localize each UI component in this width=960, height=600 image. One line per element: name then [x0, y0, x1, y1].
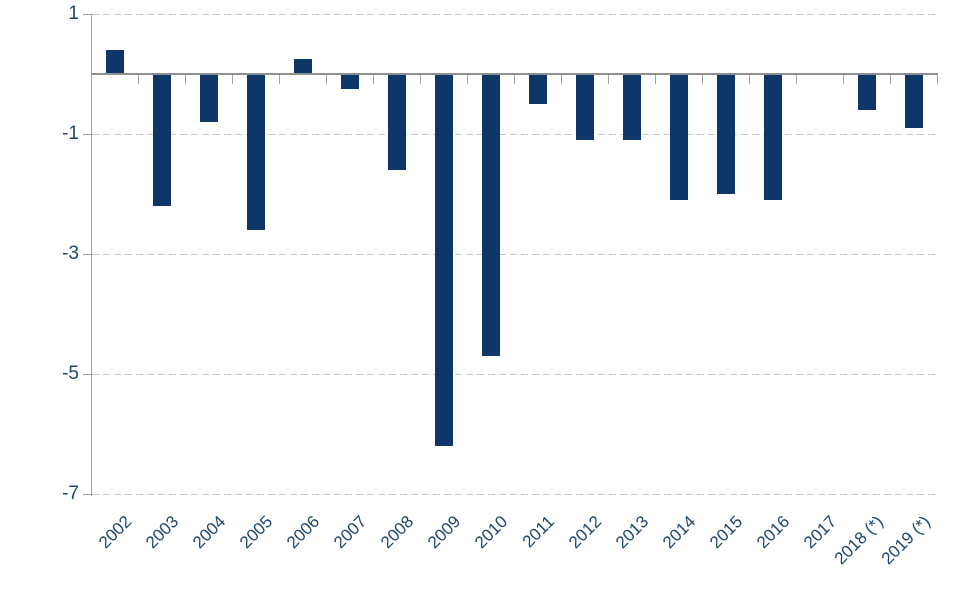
bar-2003	[152, 74, 171, 206]
bar-2019	[904, 74, 923, 128]
x-tick	[373, 75, 374, 84]
x-axis-label: 2012	[564, 512, 605, 553]
x-tick	[937, 75, 938, 84]
x-axis-label: 2005	[235, 512, 276, 553]
x-tick	[514, 75, 515, 84]
y-axis-label: -1	[62, 123, 79, 144]
bar-2004	[199, 74, 218, 122]
x-tick	[702, 75, 703, 84]
bar-2013	[622, 74, 641, 140]
y-tick	[83, 374, 91, 375]
bar-2016	[763, 74, 782, 200]
x-axis-label: 2004	[188, 512, 229, 553]
gridline	[92, 14, 937, 15]
gridline	[92, 254, 937, 255]
zero-line	[91, 73, 938, 75]
y-axis-label: 1	[68, 3, 79, 24]
bar-2005	[246, 74, 265, 230]
x-tick	[655, 75, 656, 84]
bar-2018	[857, 74, 876, 110]
x-axis-label: 2011	[518, 512, 558, 552]
bar-2006	[293, 59, 312, 74]
x-axis-label: 2013	[611, 512, 652, 553]
y-tick	[83, 14, 91, 15]
x-tick	[185, 75, 186, 84]
gridline	[92, 494, 937, 495]
bar-2009	[434, 74, 453, 446]
x-tick	[561, 75, 562, 84]
gridline	[92, 134, 937, 135]
y-axis-label: -5	[62, 363, 79, 384]
x-tick	[138, 75, 139, 84]
x-axis-label: 2010	[470, 512, 511, 553]
x-axis-label: 2008	[376, 512, 417, 553]
x-tick	[279, 75, 280, 84]
x-tick	[890, 75, 891, 84]
x-axis-label: 2009	[423, 512, 464, 553]
y-tick	[83, 254, 91, 255]
x-axis-label: 2003	[141, 512, 182, 553]
x-axis-label: 2015	[705, 512, 746, 553]
y-tick	[83, 134, 91, 135]
x-axis-label: 2017	[799, 512, 840, 553]
y-axis-label: -7	[62, 483, 79, 504]
x-tick	[749, 75, 750, 84]
y-axis-label: -3	[62, 243, 79, 264]
x-axis-label: 2002	[94, 512, 135, 553]
y-tick	[83, 494, 91, 495]
x-tick	[467, 75, 468, 84]
bar-2012	[575, 74, 594, 140]
x-tick	[796, 75, 797, 84]
x-axis-label: 2014	[658, 512, 699, 553]
bar-2010	[481, 74, 500, 356]
x-axis-label: 2006	[282, 512, 323, 553]
x-axis-label: 2016	[752, 512, 793, 553]
x-tick	[608, 75, 609, 84]
x-tick	[326, 75, 327, 84]
bar-2007	[340, 74, 359, 89]
x-axis-label: 2019 (*)	[877, 512, 934, 569]
bar-2011	[528, 74, 547, 104]
x-tick	[420, 75, 421, 84]
bar-2008	[387, 74, 406, 170]
gridline	[92, 374, 937, 375]
y-axis-line	[91, 14, 92, 496]
x-axis-label: 2018 (*)	[830, 512, 887, 569]
bar-2015	[716, 74, 735, 194]
bar-2002	[105, 50, 124, 74]
x-tick	[232, 75, 233, 84]
bar-2014	[669, 74, 688, 200]
x-axis-label: 2007	[329, 512, 370, 553]
x-tick	[843, 75, 844, 84]
